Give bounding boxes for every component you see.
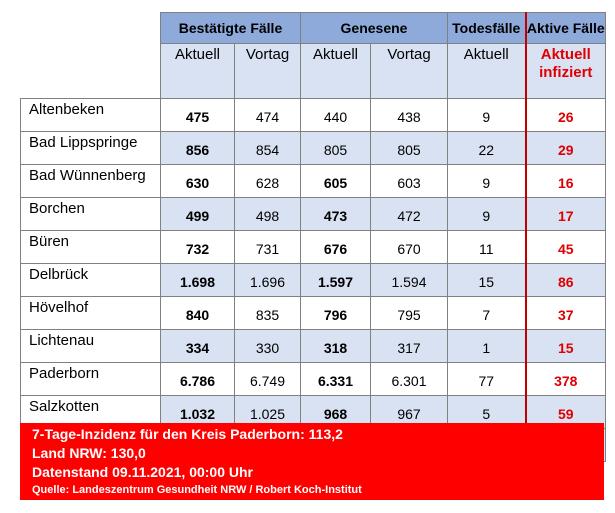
- cell-recovered-current: 605: [300, 164, 371, 198]
- cell-confirmed-previous: 1.696: [234, 263, 301, 297]
- table-row: Paderborn 6.786 6.749 6.331 6.301 77 378: [20, 362, 606, 396]
- subheader-active-line1: Aktuell: [540, 46, 591, 63]
- row-municipality: Büren: [20, 230, 161, 264]
- cell-active-current: 17: [524, 197, 606, 231]
- row-municipality: Altenbeken: [20, 98, 161, 132]
- cell-confirmed-current: 6.786: [160, 362, 235, 396]
- cell-confirmed-previous: 330: [234, 329, 301, 363]
- cell-confirmed-previous: 731: [234, 230, 301, 264]
- cell-recovered-current: 318: [300, 329, 371, 363]
- row-municipality: Hövelhof: [20, 296, 161, 330]
- subheader-confirmed-current: Aktuell: [160, 43, 235, 99]
- subheader-deaths-current: Aktuell: [447, 43, 526, 99]
- cell-deaths-current: 9: [447, 164, 526, 198]
- cell-recovered-previous: 603: [370, 164, 448, 198]
- subheader-recovered-previous: Vortag: [370, 43, 448, 99]
- data-timestamp: Datenstand 09.11.2021, 00:00 Uhr: [32, 464, 254, 480]
- cell-active-current: 29: [524, 131, 606, 165]
- table-row: Hövelhof 840 835 796 795 7 37: [20, 296, 606, 330]
- cell-confirmed-previous: 628: [234, 164, 301, 198]
- header-recovered: Genesene: [300, 12, 448, 44]
- cell-active-current: 45: [524, 230, 606, 264]
- cell-recovered-current: 440: [300, 98, 371, 132]
- header-active: Aktive Fälle: [524, 12, 606, 44]
- cell-confirmed-current: 840: [160, 296, 235, 330]
- cell-confirmed-current: 475: [160, 98, 235, 132]
- cell-recovered-previous: 670: [370, 230, 448, 264]
- cell-confirmed-previous: 474: [234, 98, 301, 132]
- cell-recovered-current: 6.331: [300, 362, 371, 396]
- subheader-recovered-current: Aktuell: [300, 43, 371, 99]
- cell-confirmed-previous: 835: [234, 296, 301, 330]
- cell-confirmed-current: 1.698: [160, 263, 235, 297]
- table-row: Lichtenau 334 330 318 317 1 15: [20, 329, 606, 363]
- table-row: Bad Wünnenberg 630 628 605 603 9 16: [20, 164, 606, 198]
- cell-recovered-current: 676: [300, 230, 371, 264]
- table-row: Bad Lippspringe 856 854 805 805 22 29: [20, 131, 606, 165]
- cell-deaths-current: 9: [447, 197, 526, 231]
- cell-active-current: 37: [524, 296, 606, 330]
- row-municipality: Paderborn: [20, 362, 161, 396]
- subheader-active-line2: infiziert: [539, 64, 593, 81]
- sub-header-row: Aktuell Vortag Aktuell Vortag Aktuell Ak…: [20, 43, 606, 99]
- cell-active-current: 378: [524, 362, 606, 396]
- row-municipality: Bad Wünnenberg: [20, 164, 161, 198]
- cell-recovered-previous: 1.594: [370, 263, 448, 297]
- cell-deaths-current: 15: [447, 263, 526, 297]
- table-body: Altenbeken 475 474 440 438 9 26 Bad Lippspringe…: [20, 98, 606, 462]
- cell-confirmed-previous: 498: [234, 197, 301, 231]
- cell-confirmed-current: 630: [160, 164, 235, 198]
- group-header-row: Bestätigte Fälle Genesene Todesfälle Akt…: [20, 12, 606, 44]
- cell-confirmed-previous: 854: [234, 131, 301, 165]
- row-municipality: Delbrück: [20, 263, 161, 297]
- subheader-confirmed-previous: Vortag: [234, 43, 301, 99]
- cell-deaths-current: 7: [447, 296, 526, 330]
- cell-deaths-current: 11: [447, 230, 526, 264]
- cell-recovered-current: 796: [300, 296, 371, 330]
- table-row: Borchen 499 498 473 472 9 17: [20, 197, 606, 231]
- row-municipality: Bad Lippspringe: [20, 131, 161, 165]
- cell-deaths-current: 1: [447, 329, 526, 363]
- cell-recovered-current: 473: [300, 197, 371, 231]
- cell-deaths-current: 9: [447, 98, 526, 132]
- cell-recovered-previous: 6.301: [370, 362, 448, 396]
- row-municipality: Lichtenau: [20, 329, 161, 363]
- cell-recovered-current: 805: [300, 131, 371, 165]
- subheader-active: Aktuell infiziert: [524, 43, 606, 99]
- row-municipality: Borchen: [20, 197, 161, 231]
- table-row: Büren 732 731 676 670 11 45: [20, 230, 606, 264]
- header-confirmed: Bestätigte Fälle: [160, 12, 301, 44]
- cell-confirmed-current: 732: [160, 230, 235, 264]
- cell-recovered-previous: 438: [370, 98, 448, 132]
- cell-recovered-previous: 472: [370, 197, 448, 231]
- cell-deaths-current: 77: [447, 362, 526, 396]
- cell-active-current: 16: [524, 164, 606, 198]
- cell-confirmed-previous: 6.749: [234, 362, 301, 396]
- case-table: Bestätigte Fälle Genesene Todesfälle Akt…: [20, 12, 606, 462]
- incidence-district: 7-Tage-Inzidenz für den Kreis Paderborn:…: [32, 426, 343, 442]
- cell-deaths-current: 22: [447, 131, 526, 165]
- cell-confirmed-current: 499: [160, 197, 235, 231]
- table-row: Delbrück 1.698 1.696 1.597 1.594 15 86: [20, 263, 606, 297]
- cell-recovered-current: 1.597: [300, 263, 371, 297]
- cell-recovered-previous: 795: [370, 296, 448, 330]
- cell-confirmed-current: 856: [160, 131, 235, 165]
- cell-confirmed-current: 334: [160, 329, 235, 363]
- header-deaths: Todesfälle: [447, 12, 526, 44]
- cell-active-current: 86: [524, 263, 606, 297]
- cell-active-current: 26: [524, 98, 606, 132]
- source-note: Quelle: Landeszentrum Gesundheit NRW / R…: [32, 484, 362, 496]
- footer-panel: 7-Tage-Inzidenz für den Kreis Paderborn:…: [20, 423, 604, 500]
- table-row: Altenbeken 475 474 440 438 9 26: [20, 98, 606, 132]
- cell-recovered-previous: 317: [370, 329, 448, 363]
- incidence-state: Land NRW: 130,0: [32, 445, 146, 461]
- cell-recovered-previous: 805: [370, 131, 448, 165]
- cell-active-current: 15: [524, 329, 606, 363]
